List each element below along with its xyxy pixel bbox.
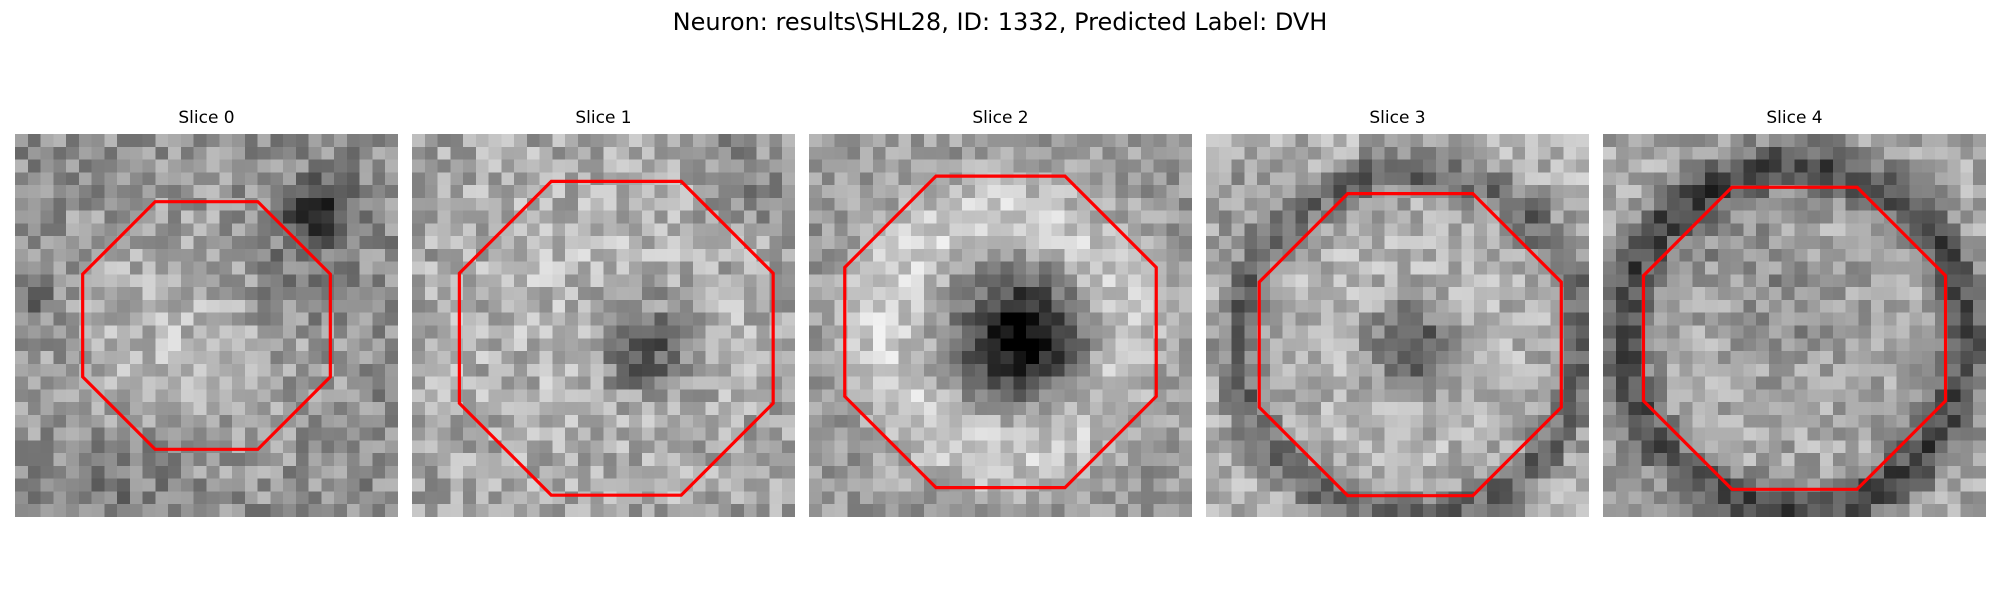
slice-image-1 — [412, 134, 795, 517]
slice-image-3 — [1206, 134, 1589, 517]
slice-panel-4: Slice 4 — [1603, 108, 1986, 517]
slice-pixels-2 — [809, 134, 1192, 517]
slice-pixels-1 — [412, 134, 795, 517]
slice-pixels-4 — [1603, 134, 1986, 517]
slice-title-3: Slice 3 — [1369, 108, 1426, 128]
slice-title-4: Slice 4 — [1766, 108, 1823, 128]
slice-contour-2 — [843, 174, 1158, 490]
slice-title-0: Slice 0 — [178, 108, 235, 128]
slice-contour-0 — [81, 200, 332, 451]
slice-contour-3 — [1257, 192, 1563, 498]
slice-contour-4 — [1641, 185, 1948, 491]
slice-pixels-0 — [15, 134, 398, 517]
slice-contour-1 — [457, 179, 775, 497]
slice-image-4 — [1603, 134, 1986, 517]
slice-title-2: Slice 2 — [972, 108, 1029, 128]
slice-panel-0: Slice 0 — [15, 108, 398, 517]
slice-title-1: Slice 1 — [575, 108, 632, 128]
slice-image-2 — [809, 134, 1192, 517]
slice-pixels-3 — [1206, 134, 1589, 517]
figure-title: Neuron: results\SHL28, ID: 1332, Predict… — [672, 8, 1328, 36]
slice-panel-3: Slice 3 — [1206, 108, 1589, 517]
slice-panel-2: Slice 2 — [809, 108, 1192, 517]
slice-panel-1: Slice 1 — [412, 108, 795, 517]
slice-image-0 — [15, 134, 398, 517]
